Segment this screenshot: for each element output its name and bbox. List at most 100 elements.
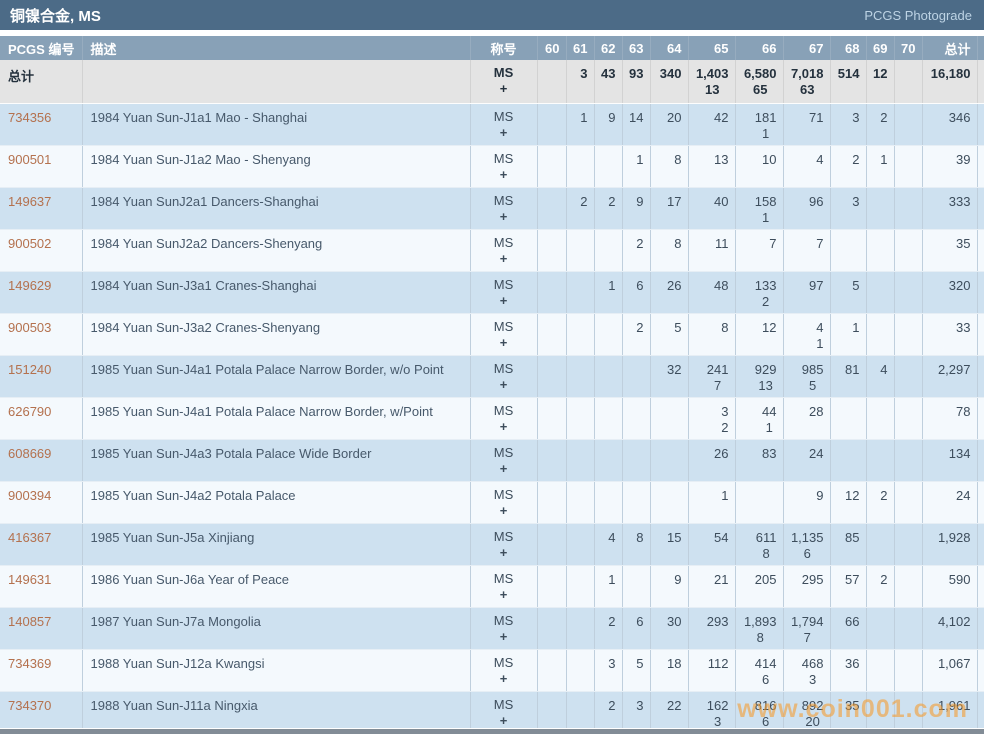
filler-cell xyxy=(977,355,984,398)
grade-count-stack: 5 xyxy=(636,656,643,672)
grade-count-cell: 14 xyxy=(622,103,651,146)
grade-count-cell xyxy=(594,229,623,272)
grade-count-stack: 1,893 8 xyxy=(744,614,777,645)
grade-count-stack: 1,794 7 xyxy=(791,614,824,645)
row-total: 1,961 xyxy=(922,691,978,734)
pcgs-number-link[interactable]: 140857 xyxy=(8,613,52,629)
grade-count-stack: 162 3 xyxy=(707,698,729,729)
grade-count-cell xyxy=(894,271,923,314)
column-header: 66 xyxy=(735,36,784,60)
pcgs-number-link[interactable]: 900502 xyxy=(8,235,52,251)
photograde-link[interactable]: PCGS Photograde xyxy=(864,7,972,23)
grade-count-stack: 32 xyxy=(667,362,681,378)
grade-count-cell: 9 xyxy=(594,103,623,146)
grade-count-cell: 1 xyxy=(622,145,651,188)
grade-count-stack: 17 xyxy=(667,194,681,210)
designation-plus: + xyxy=(499,418,508,434)
pcgs-number-link[interactable]: 900501 xyxy=(8,151,52,167)
grade-count-main: 929 xyxy=(754,361,777,377)
grade-count-cell: 414 6 xyxy=(735,649,784,692)
grade-count-cell: 1 xyxy=(566,103,595,146)
next-section-bar xyxy=(0,729,984,734)
grade-count-cell: 816 6 xyxy=(735,691,784,734)
grade-count-cell: 295 xyxy=(783,565,831,608)
row-total: 35 xyxy=(922,229,978,272)
grade-count-stack: 15 xyxy=(667,530,681,546)
designation-cell: MS + xyxy=(470,271,538,314)
grade-count-main: 293 xyxy=(706,613,729,629)
column-header: 称号 xyxy=(470,36,538,60)
designation-plus: + xyxy=(499,628,508,644)
coin-description: 1987 Yuan Sun-J7a Mongolia xyxy=(82,607,471,650)
grade-count-cell xyxy=(894,103,923,146)
pcgs-number-link[interactable]: 608669 xyxy=(8,445,52,461)
grade-count-stack: 892 20 xyxy=(802,698,824,729)
grade-count-main: 816 xyxy=(754,697,777,713)
coin-description: 1984 Yuan Sun-J3a2 Cranes-Shenyang xyxy=(82,313,471,356)
pcgs-number-link[interactable]: 416367 xyxy=(8,529,52,545)
grade-count-stack: 40 xyxy=(714,194,728,210)
grade-count-main: 5 xyxy=(674,319,682,335)
designation-cell: MS + xyxy=(470,60,538,104)
pcgs-number-link[interactable]: 734370 xyxy=(8,697,52,713)
pcgs-number-cell: 900502 xyxy=(0,229,83,272)
column-header: 63 xyxy=(622,36,651,60)
filler-cell xyxy=(977,691,984,734)
grade-count-cell: 1,893 8 xyxy=(735,607,784,650)
grade-count-cell xyxy=(866,187,895,230)
grade-count-main: 42 xyxy=(714,109,729,125)
grade-count-stack: 28 xyxy=(809,404,823,420)
grade-count-cell xyxy=(537,355,567,398)
row-total: 333 xyxy=(922,187,978,230)
grade-count-cell xyxy=(537,313,567,356)
grade-count-main: 3 xyxy=(608,655,616,671)
grade-count-cell: 18 xyxy=(650,649,689,692)
grade-count-plus: 5 xyxy=(809,377,817,393)
grade-count-stack: 2 xyxy=(852,152,859,168)
grade-count-cell xyxy=(650,481,689,524)
grade-count-main: 71 xyxy=(809,109,824,125)
grade-count-cell: 5 xyxy=(650,313,689,356)
grade-count-cell: 22 xyxy=(650,691,689,734)
section-title: 铜镍合金, MS xyxy=(10,7,101,25)
grade-count-stack: 5 xyxy=(852,278,859,294)
pcgs-number-link[interactable]: 626790 xyxy=(8,403,52,419)
grade-count-main: 81 xyxy=(845,361,860,377)
table-row: 151240 1985 Yuan Sun-J4a1 Potala Palace N… xyxy=(0,355,984,398)
grade-count-cell xyxy=(622,397,651,440)
grade-count-stack: 97 xyxy=(809,278,823,294)
grade-count-stack: 2 xyxy=(608,614,615,630)
pcgs-number-link[interactable]: 900503 xyxy=(8,319,52,335)
grade-count-cell: 1 xyxy=(866,145,895,188)
pcgs-number-link[interactable]: 149637 xyxy=(8,193,52,209)
row-total: 320 xyxy=(922,271,978,314)
grade-count-plus: 1 xyxy=(816,335,824,351)
table-row: 149629 1984 Yuan Sun-J3a1 Cranes-Shanghai… xyxy=(0,271,984,314)
grade-count-cell: 293 xyxy=(688,607,736,650)
grade-count-main: 1,893 xyxy=(743,613,777,629)
grade-count-cell: 340 xyxy=(650,60,689,104)
pcgs-number-link[interactable]: 149629 xyxy=(8,277,52,293)
grade-count-cell xyxy=(537,565,567,608)
grade-count-main: 22 xyxy=(667,697,682,713)
pcgs-number-link[interactable]: 900394 xyxy=(8,487,52,503)
pcgs-number-link[interactable]: 151240 xyxy=(8,361,52,377)
grade-count-main: 93 xyxy=(629,66,644,81)
pcgs-number-link[interactable]: 734369 xyxy=(8,655,52,671)
pcgs-number-link[interactable]: 734356 xyxy=(8,109,52,125)
designation-plus: + xyxy=(499,712,508,728)
row-total: 2,297 xyxy=(922,355,978,398)
pcgs-number-link[interactable]: 149631 xyxy=(8,571,52,587)
grade-count-cell xyxy=(537,439,567,482)
grade-count-main: 112 xyxy=(707,655,729,671)
grade-count-plus: 3 xyxy=(809,671,817,687)
grade-count-main: 44 xyxy=(762,403,777,419)
grade-count-main: 1 xyxy=(721,487,729,503)
grade-count-cell: 97 xyxy=(783,271,831,314)
grade-count-stack: 8 xyxy=(636,530,643,546)
grade-count-stack: 13 xyxy=(714,152,728,168)
grade-count-cell xyxy=(566,691,595,734)
grade-count-main: 3 xyxy=(852,109,860,125)
designation-cell: MS + xyxy=(470,355,538,398)
